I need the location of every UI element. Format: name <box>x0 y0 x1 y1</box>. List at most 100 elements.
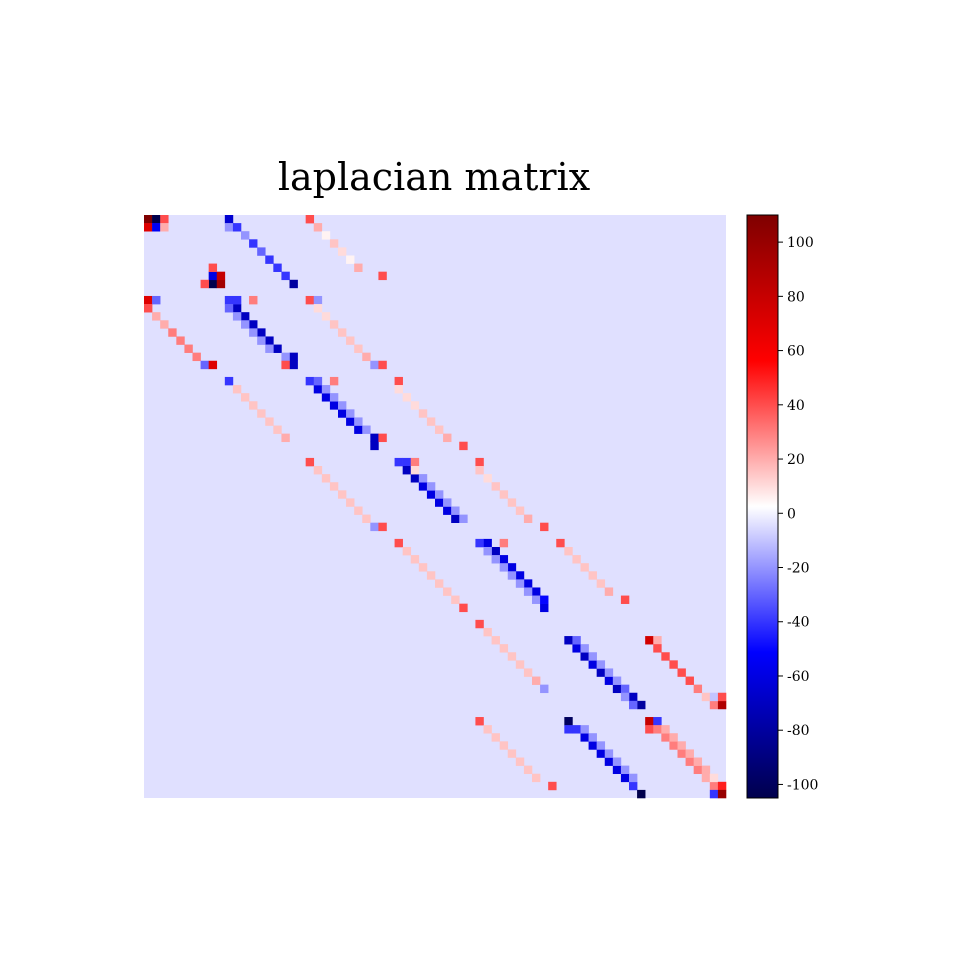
heatmap-cell <box>629 773 638 783</box>
heatmap-cell <box>612 684 622 694</box>
heatmap-cell <box>338 247 347 256</box>
heatmap-cell <box>653 636 662 645</box>
heatmap-cell <box>378 433 387 443</box>
heatmap-cell <box>329 393 339 402</box>
colorbar: 100 80 60 40 20 0 -20 -40 -60 -80 -100 <box>746 214 818 799</box>
heatmap-cell <box>661 652 670 661</box>
heatmap-cell <box>572 636 581 645</box>
heatmap-cell <box>321 474 331 483</box>
heatmap-cell <box>499 644 509 653</box>
heatmap-cell <box>564 725 573 734</box>
heatmap-cell <box>661 725 670 734</box>
heatmap-cell <box>637 789 646 799</box>
heatmap-cell <box>305 376 315 386</box>
heatmap-cell <box>410 474 420 483</box>
heatmap-cell <box>257 328 266 337</box>
heatmap-cell <box>604 749 614 758</box>
heatmap-cell <box>249 401 258 410</box>
heatmap-cell <box>596 579 606 588</box>
heatmap-cell <box>435 490 444 499</box>
heatmap-cell <box>693 757 703 766</box>
colorbar-tick-label: -40 <box>787 615 810 631</box>
heatmap-cell <box>612 757 622 766</box>
heatmap-cell <box>596 668 606 677</box>
heatmap-cell <box>257 409 266 418</box>
heatmap-cell <box>540 595 549 604</box>
heatmap-cell <box>313 466 323 475</box>
heatmap-cell <box>346 409 355 418</box>
heatmap-cell <box>249 320 258 329</box>
heatmap-cell <box>629 692 638 702</box>
heatmap-cell <box>418 474 428 483</box>
heatmap-cell <box>232 304 242 313</box>
heatmap-cell <box>394 376 403 386</box>
heatmap-cell <box>507 563 517 572</box>
heatmap-cell <box>596 741 606 750</box>
heatmap-cell <box>176 336 185 345</box>
heatmap-cell <box>410 401 420 410</box>
heatmap-cell <box>709 773 719 783</box>
colorbar-tick-label: 0 <box>787 506 796 522</box>
heatmap-cell <box>701 773 711 783</box>
heatmap-cell <box>378 271 387 281</box>
heatmap-cell <box>329 401 339 410</box>
heatmap-cell <box>604 587 614 596</box>
heatmap-cell <box>394 385 403 394</box>
heatmap-cell <box>645 636 654 645</box>
heatmap-cell <box>499 490 509 499</box>
heatmap-cell <box>443 587 452 596</box>
heatmap-cell <box>241 231 250 240</box>
heatmap-cell <box>604 668 614 677</box>
heatmap-cell <box>402 457 412 467</box>
heatmap-cell <box>313 304 323 313</box>
heatmap-cell <box>637 700 646 710</box>
heatmap-cell <box>483 538 492 548</box>
heatmap-cell <box>475 717 484 726</box>
heatmap-cell <box>346 336 355 345</box>
heatmap-cell <box>249 239 258 248</box>
heatmap-cell <box>523 514 533 523</box>
heatmap-cell <box>564 717 573 726</box>
heatmap-cell <box>224 215 234 224</box>
heatmap-cell <box>329 482 339 491</box>
heatmap-cell <box>265 336 274 345</box>
heatmap-cell <box>572 725 581 734</box>
heatmap-cell <box>717 700 727 710</box>
heatmap-cell <box>160 320 169 329</box>
heatmap-cell <box>338 328 347 337</box>
heatmap-cell <box>265 417 274 426</box>
heatmap-cell <box>459 441 468 451</box>
heatmap-cell <box>232 295 242 305</box>
heatmap-cell <box>661 733 670 742</box>
heatmap-cell <box>321 312 331 321</box>
heatmap-cell <box>475 538 484 548</box>
colorbar-tick-label: -100 <box>787 777 818 793</box>
heatmap-cell <box>475 466 484 475</box>
heatmap-cell <box>629 700 638 710</box>
heatmap-cell <box>418 482 428 491</box>
heatmap-cell <box>491 555 500 564</box>
heatmap-plot-area <box>144 215 727 799</box>
colorbar-ticks: 100 80 60 40 20 0 -20 -40 -60 -80 -100 <box>778 235 818 793</box>
heatmap-cell <box>265 344 274 353</box>
heatmap-cell <box>200 360 209 370</box>
heatmap-cell <box>491 482 500 491</box>
heatmap-cell <box>362 352 371 362</box>
heatmap-cell <box>184 344 193 353</box>
heatmap-cell <box>313 385 323 394</box>
heatmap-cell <box>523 668 533 677</box>
heatmap-cell <box>305 295 315 305</box>
heatmap-cell <box>483 725 492 734</box>
heatmap-cell <box>604 676 614 685</box>
heatmap-cell <box>604 757 614 766</box>
heatmap-cell <box>620 595 630 604</box>
heatmap-cell <box>208 271 218 281</box>
heatmap-cell <box>354 263 363 272</box>
heatmap-cell <box>499 538 509 548</box>
heatmap-cell <box>620 773 630 783</box>
heatmap-cell <box>329 376 339 386</box>
heatmap-cell <box>208 279 218 289</box>
heatmap-cell <box>362 514 371 523</box>
heatmap-cell <box>580 563 589 572</box>
